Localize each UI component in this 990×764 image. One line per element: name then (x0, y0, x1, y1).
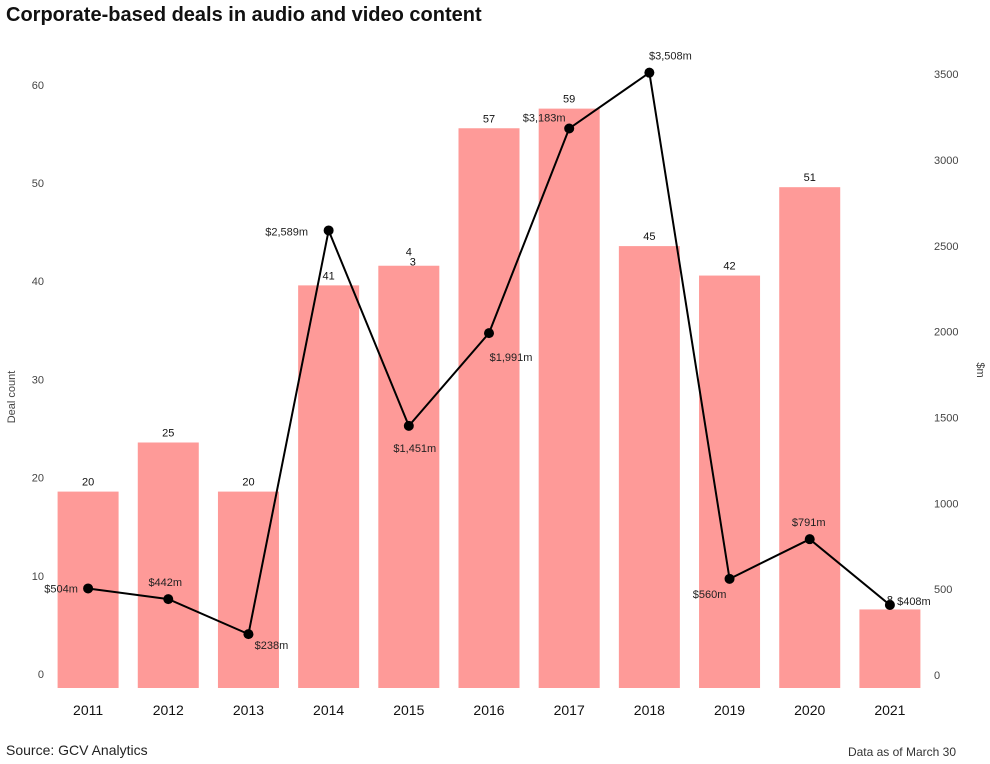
x-tick-label: 2011 (73, 702, 103, 718)
bar (538, 108, 600, 689)
bar (378, 265, 440, 688)
x-tick-label: 2015 (393, 702, 424, 718)
y-right-tick: 2500 (934, 241, 958, 253)
line-point-label: $560m (693, 589, 727, 601)
line-point-label: $791m (792, 517, 826, 529)
line-point (804, 534, 815, 545)
x-tick-label: 2020 (794, 702, 825, 718)
line-point-label: $1,451m (393, 443, 436, 455)
y-left-tick: 20 (32, 473, 44, 485)
bar-label: 57 (483, 113, 495, 125)
bar (458, 128, 520, 688)
y-right-tick: 2000 (934, 327, 958, 339)
bar (859, 609, 921, 688)
line-point (163, 594, 174, 605)
line-point (884, 599, 895, 610)
bar-label: 45 (643, 231, 655, 243)
y-right-tick: 3000 (934, 155, 958, 167)
bar (298, 285, 360, 688)
bar-label: 59 (563, 94, 575, 106)
y-left-axis-label: Deal count (6, 371, 18, 424)
x-tick-label: 2019 (714, 702, 745, 718)
x-tick-label: 2012 (153, 702, 184, 718)
line-point-label: $442m (148, 577, 182, 589)
line-point-label: $504m (44, 583, 78, 595)
bar (217, 491, 279, 688)
x-tick-label: 2018 (634, 702, 665, 718)
y-left-tick: 60 (32, 80, 44, 92)
line-point (243, 629, 254, 640)
y-right-tick: 3500 (934, 69, 958, 81)
bar-label: 42 (723, 261, 735, 273)
y-right-tick: 500 (934, 584, 952, 596)
line-point (724, 573, 735, 584)
line-point-label: $238m (255, 640, 289, 652)
line-point (484, 328, 494, 339)
bar (618, 246, 680, 688)
line-point-label: $2,589m (265, 226, 308, 238)
bar-label: 25 (162, 428, 174, 440)
x-tick-label: 2021 (874, 702, 905, 718)
line-point-label: $3,183m (523, 112, 566, 124)
line-point (323, 225, 334, 236)
y-left-tick: 10 (32, 571, 44, 583)
data-date-note: Data as of March 30 (847, 745, 956, 759)
line-point-label: $408m (897, 596, 931, 608)
y-right-tick: 0 (934, 670, 940, 682)
bar (779, 187, 841, 688)
line-point (403, 420, 414, 431)
x-tick-label: 2017 (554, 702, 585, 718)
y-left-tick: 50 (32, 178, 44, 190)
line-point-label: $1,991m (490, 352, 533, 364)
line-point-label: $3,508m (649, 51, 692, 63)
x-tick-label: 2014 (313, 702, 344, 718)
bar (137, 442, 199, 688)
y-left-tick: 30 (32, 374, 44, 386)
line-point (564, 123, 575, 134)
bar-label: 20 (242, 477, 254, 489)
bar-label: 51 (804, 172, 816, 184)
bar (699, 275, 761, 688)
x-tick-label: 2016 (473, 702, 504, 718)
x-tick-label: 2013 (233, 702, 264, 718)
bar-label: 41 (323, 270, 335, 282)
y-right-tick: 1500 (934, 412, 958, 424)
y-left-tick: 0 (38, 669, 44, 681)
y-right-tick: 1000 (934, 498, 958, 510)
y-left-tick: 40 (32, 276, 44, 288)
chart-title: Corporate-based deals in audio and video… (6, 4, 482, 26)
source-note: Source: GCV Analytics (6, 742, 148, 758)
line-point (644, 67, 655, 78)
line-point (83, 583, 94, 594)
y-right-axis-label: $m (974, 362, 986, 377)
bar-label: 20 (82, 477, 94, 489)
